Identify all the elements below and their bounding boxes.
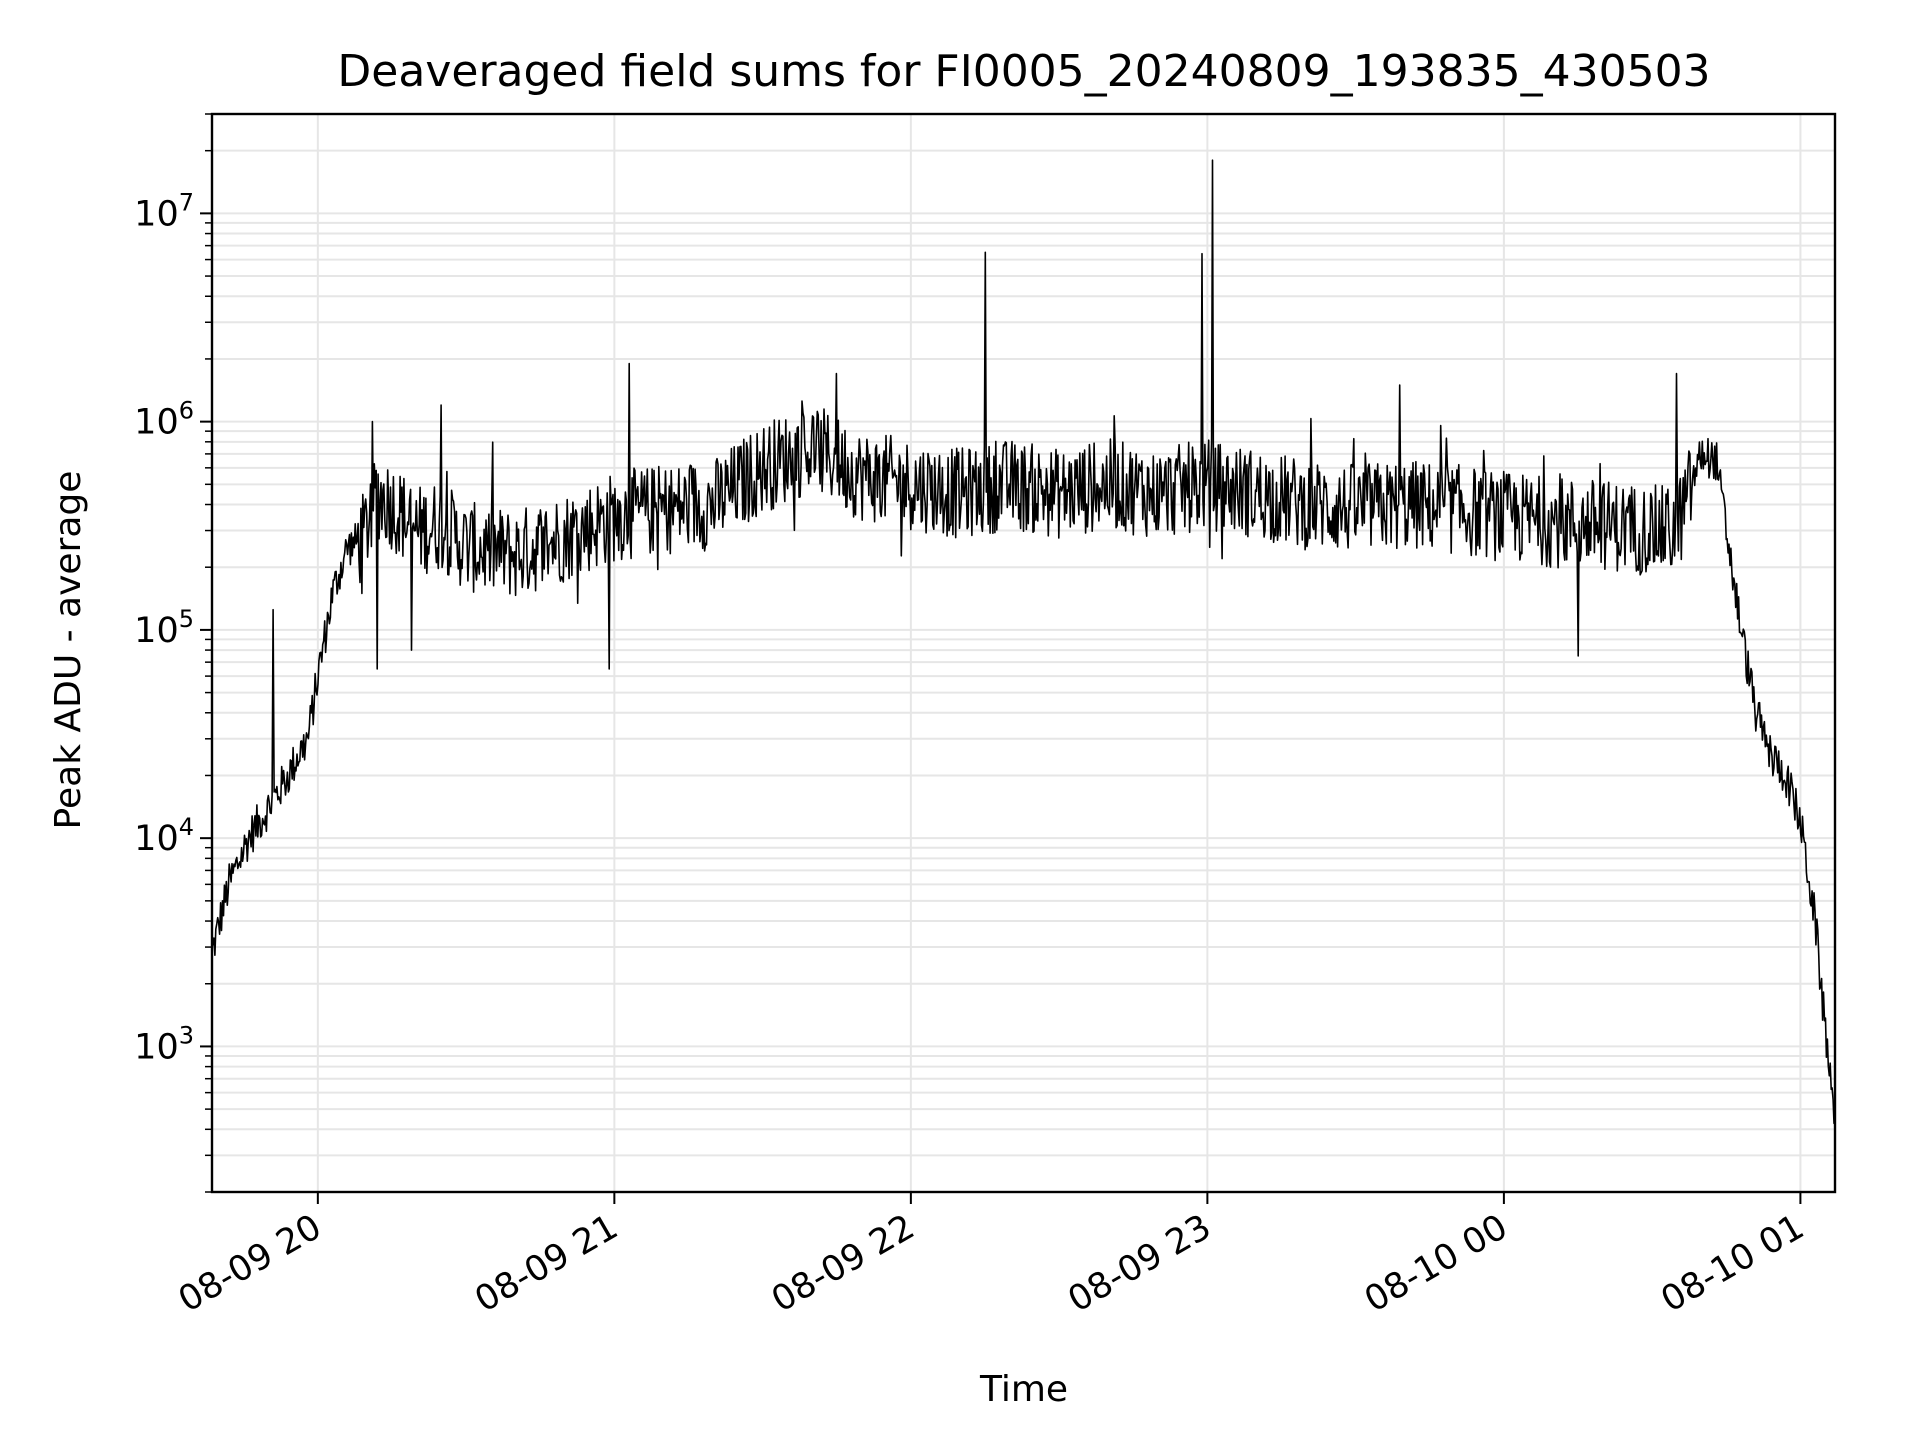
plot-frame [210,112,1837,1194]
y-tick-label: 106 [134,397,194,443]
y-tick-label: 105 [134,605,194,651]
chart-title: Deaveraged field sums for FI0005_2024080… [337,46,1710,97]
y-tick-label: 107 [134,188,194,234]
y-axis-label: Peak ADU - average [48,471,89,830]
series-layer [211,159,1836,1125]
series-line [211,159,1836,1125]
y-axis: 103 104 105 106 107 [134,113,212,1193]
y-tick-label: 103 [134,1021,194,1067]
x-axis-label: Time [979,1369,1068,1410]
y-tick-label: 104 [134,813,194,859]
grid-lines [212,113,1835,1193]
